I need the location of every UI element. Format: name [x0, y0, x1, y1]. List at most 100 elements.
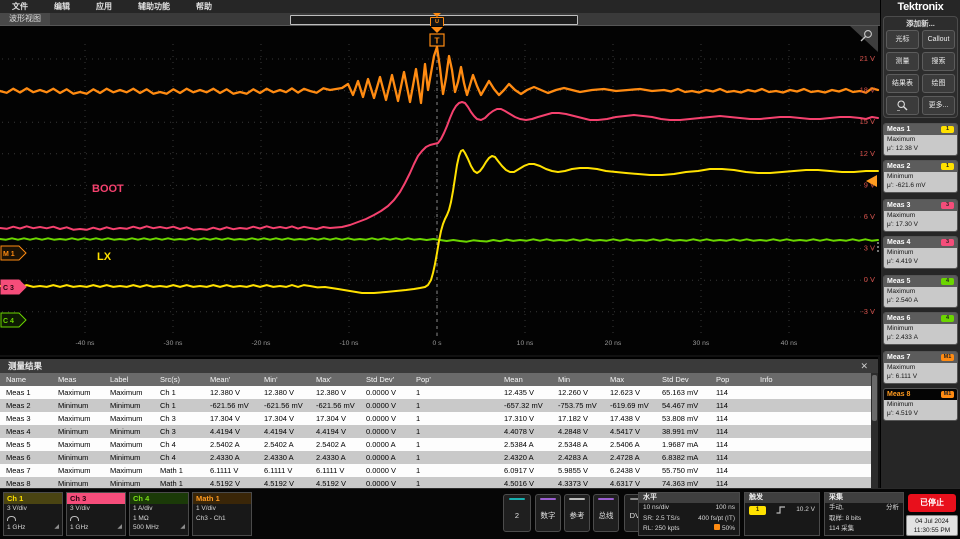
right-sidebar: Tektronix 添加新... 光标 Callout 测量 搜索 结果表 绘图 更多...…	[880, 0, 960, 488]
add-new-title: 添加新...	[906, 19, 935, 28]
button-label: DVM	[630, 500, 647, 531]
table-cell: 114	[716, 479, 728, 488]
meas-badge-7[interactable]: Meas 7 M1 Maximum μ': 6.111 V	[883, 351, 958, 384]
table-cell: 2.4330 A	[210, 453, 240, 462]
trigger-panel[interactable]: 触发 1 10.2 V	[744, 492, 820, 536]
meas-badge-8[interactable]: Meas 8 M1 Minimum μ': 4.519 V	[883, 388, 958, 421]
menu-item-1[interactable]: 文件	[12, 2, 28, 11]
add-new-button-6[interactable]: 绘图	[922, 74, 955, 93]
table-row-3[interactable]: Meas 3 Maximum Maximum Ch 3 17.304 V 17.304 V…	[0, 412, 878, 425]
add-new-button-2[interactable]: Callout	[922, 30, 955, 49]
table-scrollbar-thumb[interactable]	[872, 375, 877, 421]
table-cell: Minimum	[110, 401, 141, 410]
panel-splitter-handle[interactable]	[875, 240, 881, 258]
table-cell: 0.0000 V	[366, 414, 397, 423]
col-header-name: Name	[6, 375, 27, 384]
zoom-search-icon[interactable]	[886, 96, 919, 115]
add-new-button-4[interactable]: 搜索	[922, 52, 955, 71]
channel-marker-c4[interactable]	[0, 312, 27, 328]
table-scrollbar[interactable]	[871, 373, 878, 490]
menu-item-4[interactable]: 辅助功能	[138, 2, 170, 11]
table-cell: 12.380 V	[316, 388, 347, 397]
meas-badge-6[interactable]: Meas 6 4 Minimum μ': 2.433 A	[883, 312, 958, 345]
table-cell: 2.4330 A	[264, 453, 294, 462]
channel-marker-c3[interactable]	[0, 279, 27, 295]
table-cell: 2.5402 A	[264, 440, 294, 449]
add-new-button-8[interactable]: 更多...	[922, 96, 955, 115]
table-cell: Maximum	[58, 466, 91, 475]
add-new-button-5[interactable]: 结果表	[886, 74, 919, 93]
table-cell: 1.9687 mA	[662, 440, 699, 449]
meas-stat: Maximum	[887, 288, 916, 295]
channel-setting: 3 V/div	[70, 505, 90, 512]
results-table-titlebar[interactable]: 测量结果 ✕	[0, 359, 878, 373]
menu-item-2[interactable]: 编辑	[54, 2, 70, 11]
v-axis-label: 12 V	[860, 149, 875, 158]
record-trigger-marker[interactable]: ∪	[430, 13, 444, 27]
table-row-4[interactable]: Meas 4 Minimum Minimum Ch 3 4.4194 V 4.4194 V…	[0, 425, 878, 438]
table-cell: 0.0000 A	[366, 453, 396, 462]
zoom-icon	[864, 30, 872, 38]
add-new-button-3[interactable]: 测量	[886, 52, 919, 71]
table-cell: 12.623 V	[610, 388, 641, 397]
time-label: 11:30:55 PM	[913, 527, 951, 534]
close-icon[interactable]: ✕	[860, 361, 868, 371]
graticule-zoom-button[interactable]	[850, 26, 878, 52]
meas-source-badge: 4	[941, 278, 954, 285]
button-2[interactable]: 2	[503, 494, 531, 532]
acquisition-panel[interactable]: 采集 手动, 分析 取样: 8 bits 114 采集	[824, 492, 904, 536]
channel-marker-m1[interactable]	[0, 245, 27, 261]
table-cell: 0.0000 V	[366, 388, 397, 397]
table-cell: Minimum	[58, 401, 89, 410]
stopped-button[interactable]: 已停止	[908, 494, 956, 512]
meas-badge-5[interactable]: Meas 5 4 Maximum μ': 2.540 A	[883, 275, 958, 308]
waveform-graticule[interactable]: 21 V 18 V 15 V 12 V 9 V 6 V 3 V 0 V -3 V -40 ns -3…	[0, 26, 880, 355]
trigger-t-label: T	[434, 36, 440, 46]
table-cell: Ch 1	[160, 388, 176, 397]
table-cell: 1	[416, 479, 421, 488]
button-数字[interactable]: 数字	[535, 494, 561, 532]
channel-badge-row: 1 MΩ	[130, 514, 188, 524]
v-axis-label: 18 V	[860, 86, 875, 95]
waveform-view-tab[interactable]: 波形视图	[0, 13, 50, 25]
meas-badge-3[interactable]: Meas 3 3 Maximum μ': 17.30 V	[883, 199, 958, 232]
meas-badge-4[interactable]: Meas 4 3 Minimum μ': 4.419 V	[883, 236, 958, 269]
trigger-t-marker[interactable]	[429, 33, 445, 47]
table-row-2[interactable]: Meas 2 Minimum Minimum Ch 1 -621.56 mV -621.5…	[0, 399, 878, 412]
meas-badge-1[interactable]: Meas 1 1 Maximum μ': 12.38 V	[883, 123, 958, 156]
meas-stat: Maximum	[887, 364, 916, 371]
horizontal-row-2: SR: 2.5 TS/s 400 fs/pt (IT)	[639, 514, 739, 525]
table-row-7[interactable]: Meas 7 Maximum Maximum Math 1 6.1111 V 6.1111…	[0, 464, 878, 477]
meas-badge-header: Meas 6 4	[884, 313, 957, 324]
table-cell: 74.363 mV	[662, 479, 699, 488]
trigger-level-arrow[interactable]	[866, 175, 877, 187]
meas-value: μ': 4.519 V	[887, 409, 919, 417]
table-row-1[interactable]: Meas 1 Maximum Maximum Ch 1 12.380 V 12.380 V…	[0, 386, 878, 399]
table-cell: -621.56 mV	[210, 401, 249, 410]
menu-item-3[interactable]: 应用	[96, 2, 112, 11]
channel-badge-row: 1 GHz ◢	[67, 523, 125, 533]
horizontal-panel[interactable]: 水平 10 ns/div 100 ns SR: 2.5 TS/s 400 fs/pt …	[638, 492, 740, 536]
meas-badge-body: Maximum μ': 6.111 V	[884, 363, 957, 383]
table-cell: Maximum	[58, 388, 91, 397]
trigger-title: 触发	[745, 493, 819, 503]
table-row-6[interactable]: Meas 6 Minimum Minimum Ch 4 2.4330 A 2.4330 A…	[0, 451, 878, 464]
col-header-pop: Pop	[716, 375, 730, 384]
button-总线[interactable]: 总线	[593, 494, 619, 532]
date-label: 04 Jul 2024	[915, 518, 949, 525]
add-new-button-1[interactable]: 光标	[886, 30, 919, 49]
table-cell: 4.6317 V	[610, 479, 641, 488]
button-参考[interactable]: 参考	[564, 494, 590, 532]
table-row-8[interactable]: Meas 8 Minimum Minimum Math 1 4.5192 V 4.5192…	[0, 477, 878, 490]
table-row-5[interactable]: Meas 5 Maximum Maximum Ch 4 2.5402 A 2.5402 A…	[0, 438, 878, 451]
table-cell: 2.4283 A	[558, 453, 588, 462]
table-cell: 17.182 V	[558, 414, 589, 423]
rising-edge-icon	[776, 506, 786, 514]
menu-item-5[interactable]: 帮助	[196, 2, 212, 11]
meas-badge-2[interactable]: Meas 2 1 Minimum μ': -621.6 mV	[883, 160, 958, 193]
